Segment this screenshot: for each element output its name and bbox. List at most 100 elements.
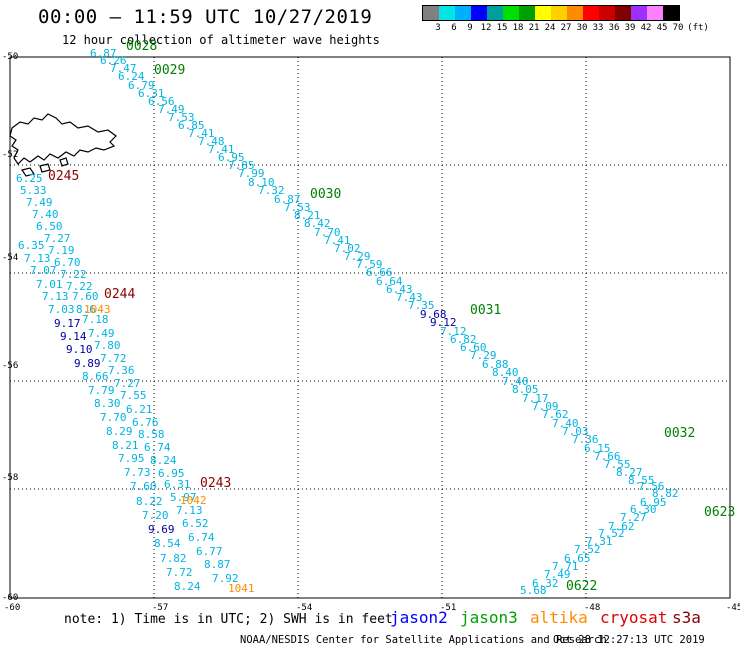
wave-height-value: 6.87 <box>90 47 117 60</box>
wave-height-value: 8.42 <box>304 217 331 230</box>
wave-height-value: 7.02 <box>334 242 361 255</box>
wave-height-value: 7.27 <box>44 232 71 245</box>
wave-height-value: 6.95 <box>640 496 667 509</box>
wave-height-value: 7.13 <box>24 252 51 265</box>
wave-height-value: 7.49 <box>544 568 571 581</box>
wave-height-value: 7.59 <box>356 258 383 271</box>
wave-height-value: 6.30 <box>630 503 657 516</box>
wave-height-value: 7.53 <box>168 111 195 124</box>
color-swatch <box>663 6 679 20</box>
pass-time-label: 0030 <box>310 187 341 202</box>
wave-height-value: 7.56 <box>638 480 665 493</box>
color-swatch <box>503 6 519 20</box>
wave-height-value: 8.24 <box>150 454 177 467</box>
footer-timestamp: Oct 28 12:27:13 UTC 2019 <box>553 634 705 646</box>
wave-height-value: 7.22 <box>60 268 87 281</box>
wave-height-value: 8.10 <box>248 176 275 189</box>
pass-time-label: 0028 <box>126 39 157 54</box>
wave-height-value: 7.36 <box>572 433 599 446</box>
color-scale-label: 39 <box>624 23 636 33</box>
latitude-label: -58 <box>2 473 18 483</box>
wave-height-value: 8.82 <box>652 487 679 500</box>
mission-jason2: jason2 <box>390 608 448 627</box>
footer-note: note: 1) Time is in UTC; 2) SWH is in fe… <box>64 612 393 627</box>
footer-credit: NOAA/NESDIS Center for Satellite Applica… <box>240 634 607 646</box>
color-scale-label: 33 <box>592 23 604 33</box>
wave-height-value: 7.07 <box>30 264 57 277</box>
wave-height-value: 7.55 <box>120 389 147 402</box>
wave-height-value: 6.88 <box>482 358 509 371</box>
latitude-label: -50 <box>2 52 18 62</box>
wave-height-value: 6.65 <box>564 552 591 565</box>
color-scale-label: 27 <box>560 23 572 33</box>
longitude-label: -57 <box>152 603 168 613</box>
wave-height-value: 6.74 <box>188 531 215 544</box>
pass-time-label: 0029 <box>154 63 185 78</box>
wave-height-value: 7.99 <box>238 167 265 180</box>
wave-height-value: 7.01 <box>36 278 63 291</box>
longitude-label: -54 <box>296 603 312 613</box>
wave-height-value: 7.72 <box>166 566 193 579</box>
wave-height-value: 7.35 <box>408 299 435 312</box>
wave-height-value: 6.95 <box>218 151 245 164</box>
mission-jason3: jason3 <box>460 608 518 627</box>
wave-height-value: 7.12 <box>440 325 467 338</box>
page-title: 00:00 – 11:59 UTC 10/27/2019 <box>38 6 373 28</box>
wave-height-value: 6.95 <box>158 467 185 480</box>
pass-time-label: 0031 <box>470 303 501 318</box>
wave-height-value: 6.82 <box>450 333 477 346</box>
color-scale-label: 42 <box>640 23 652 33</box>
wave-height-value: 9.17 <box>54 317 81 330</box>
wave-height-value: 7.73 <box>124 466 151 479</box>
page-subtitle: 12 hour collection of altimeter wave hei… <box>62 33 380 47</box>
wave-height-value: 8.87 <box>204 558 231 571</box>
wave-height-value: 6.25 <box>16 172 43 185</box>
wave-height-value: 7.60 <box>130 480 157 493</box>
color-scale-label: 18 <box>512 23 524 33</box>
wave-height-value: 7.70 <box>100 411 127 424</box>
wave-height-value: 7.62 <box>608 520 635 533</box>
wave-height-tracks: 6.876.267.476.246.796.316.567.497.536.85… <box>16 47 679 597</box>
color-swatch <box>567 6 583 20</box>
color-swatch <box>583 6 599 20</box>
wave-height-value: 6.26 <box>100 54 127 67</box>
wave-height-value: 7.62 <box>542 408 569 421</box>
wave-height-value: 7.60 <box>72 290 99 303</box>
wave-height-value: 7.29 <box>344 250 371 263</box>
pass-time-label: 0244 <box>104 287 135 302</box>
color-swatch <box>535 6 551 20</box>
wave-height-value: 6.79 <box>128 79 155 92</box>
wave-height-value: 6.70 <box>54 256 81 269</box>
wave-height-value: 1043 <box>84 303 111 316</box>
wave-height-value: 7.71 <box>552 560 579 573</box>
wave-height-value: 8.66 <box>82 370 109 383</box>
wave-height-value: 8.54 <box>154 537 181 550</box>
longitude-label: -48 <box>584 603 600 613</box>
wave-height-value: 8.55 <box>628 474 655 487</box>
wave-height-value: 8.58 <box>138 428 165 441</box>
wave-height-value: 7.49 <box>158 103 185 116</box>
color-scale-label: 30 <box>576 23 588 33</box>
longitude-labels: -60 -57 -54 -51 -48 -45 <box>4 603 740 613</box>
color-scale-label: 45 <box>656 23 668 33</box>
wave-height-value: 7.72 <box>100 352 127 365</box>
wave-height-value: 7.22 <box>66 280 93 293</box>
mission-s3a: s3a <box>672 608 701 627</box>
wave-height-value: 7.13 <box>176 504 203 517</box>
wave-height-value: 7.82 <box>160 552 187 565</box>
wave-height-value: 5.33 <box>20 184 47 197</box>
wave-height-value: 9.89 <box>74 357 101 370</box>
mission-cryosat: cryosat <box>600 608 668 627</box>
wave-height-value: 5.68 <box>520 584 547 597</box>
wave-height-value: 7.13 <box>42 290 69 303</box>
pass-time-label: 0622 <box>566 579 597 594</box>
wave-height-value: 7.53 <box>284 201 311 214</box>
wave-height-value: 6.64 <box>376 275 403 288</box>
wave-height-value: 8.40 <box>492 366 519 379</box>
longitude-label: -60 <box>4 603 20 613</box>
latitude-label: -52 <box>2 150 18 160</box>
wave-height-value: 8.6 <box>76 303 96 316</box>
wave-height-value: 6.32 <box>532 577 559 590</box>
latitude-labels: -50 -52 -54 -56 -58 -60 <box>2 52 18 603</box>
color-swatch <box>615 6 631 20</box>
